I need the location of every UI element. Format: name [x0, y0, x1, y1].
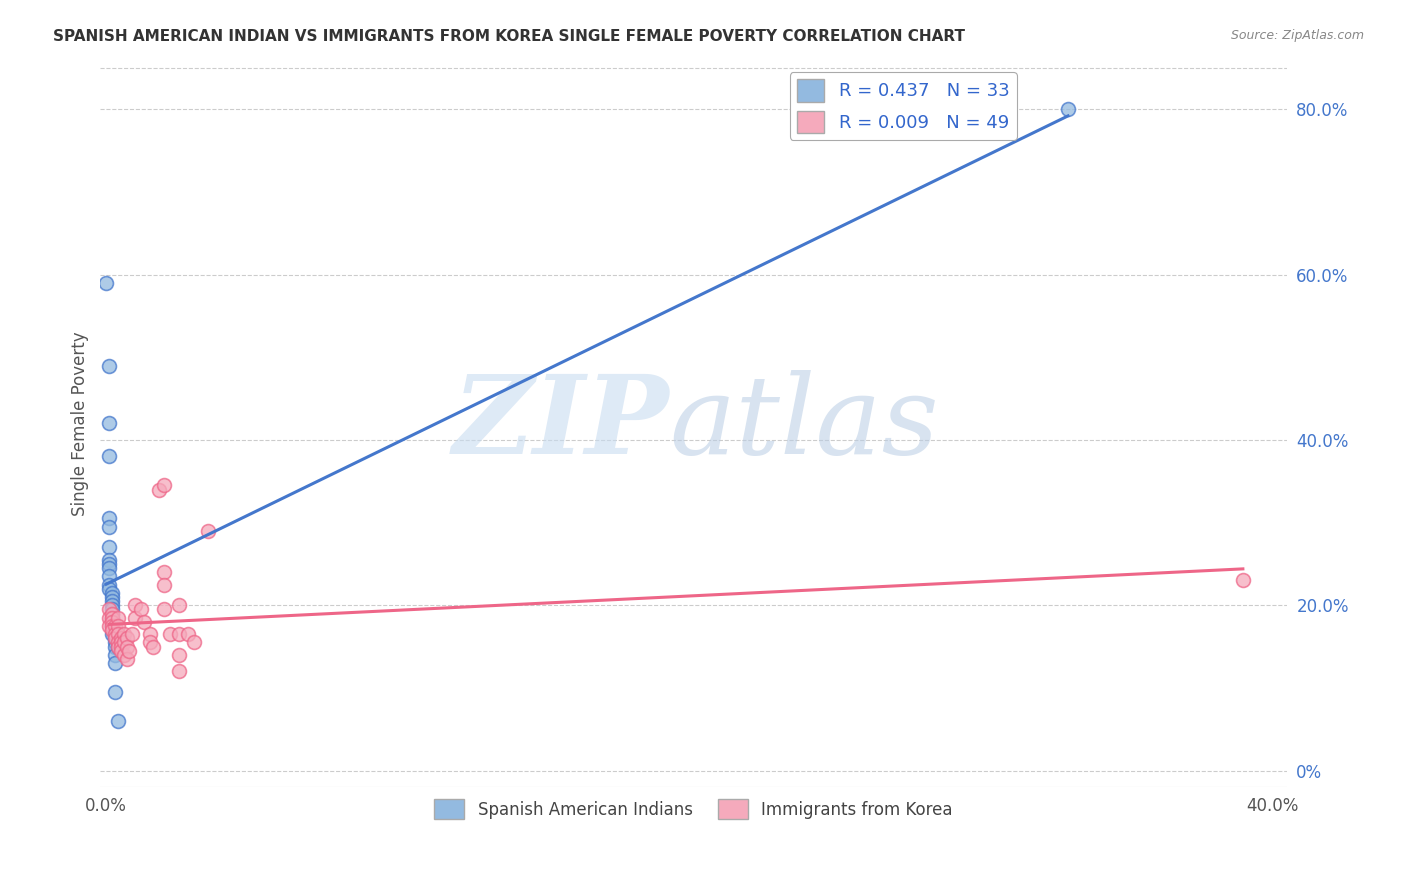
Point	[124, 599, 146, 613]
Y-axis label: Single Female Poverty: Single Female Poverty	[72, 331, 89, 516]
Point	[101, 607, 124, 621]
Point	[104, 632, 127, 646]
Point	[101, 599, 124, 613]
Point	[98, 359, 121, 373]
Point	[101, 615, 124, 629]
Point	[101, 623, 124, 637]
Point	[98, 619, 121, 633]
Point	[101, 602, 124, 616]
Point	[177, 627, 200, 641]
Point	[148, 483, 170, 497]
Point	[101, 594, 124, 608]
Point	[1232, 574, 1254, 588]
Point	[101, 615, 124, 629]
Text: SPANISH AMERICAN INDIAN VS IMMIGRANTS FROM KOREA SINGLE FEMALE POVERTY CORRELATI: SPANISH AMERICAN INDIAN VS IMMIGRANTS FR…	[53, 29, 966, 44]
Point	[197, 524, 219, 538]
Point	[98, 577, 121, 591]
Point	[110, 644, 132, 658]
Point	[110, 640, 132, 654]
Point	[112, 627, 135, 641]
Point	[104, 685, 127, 699]
Point	[132, 615, 155, 629]
Point	[167, 665, 190, 679]
Point	[101, 610, 124, 624]
Point	[167, 599, 190, 613]
Point	[101, 627, 124, 641]
Point	[101, 586, 124, 600]
Point	[129, 602, 152, 616]
Point	[104, 627, 127, 641]
Point	[101, 619, 124, 633]
Point	[153, 577, 176, 591]
Text: ZIP: ZIP	[453, 369, 669, 477]
Point	[104, 656, 127, 670]
Point	[121, 627, 143, 641]
Point	[1057, 102, 1080, 116]
Point	[153, 565, 176, 579]
Point	[115, 640, 138, 654]
Point	[124, 610, 146, 624]
Point	[110, 635, 132, 649]
Point	[98, 520, 121, 534]
Point	[139, 635, 162, 649]
Point	[98, 561, 121, 575]
Point	[104, 619, 127, 633]
Point	[139, 627, 162, 641]
Point	[98, 610, 121, 624]
Point	[107, 619, 129, 633]
Point	[107, 635, 129, 649]
Point	[167, 627, 190, 641]
Point	[101, 607, 124, 621]
Point	[107, 627, 129, 641]
Text: atlas: atlas	[669, 369, 939, 477]
Point	[98, 557, 121, 571]
Point	[98, 582, 121, 596]
Point	[104, 648, 127, 662]
Point	[112, 648, 135, 662]
Point	[98, 569, 121, 583]
Point	[183, 635, 205, 649]
Point	[167, 648, 190, 662]
Point	[107, 640, 129, 654]
Point	[115, 632, 138, 646]
Point	[101, 610, 124, 624]
Point	[101, 590, 124, 604]
Point	[101, 623, 124, 637]
Point	[104, 632, 127, 646]
Text: Source: ZipAtlas.com: Source: ZipAtlas.com	[1230, 29, 1364, 42]
Point	[96, 276, 118, 290]
Point	[104, 635, 127, 649]
Point	[115, 652, 138, 666]
Point	[112, 635, 135, 649]
Point	[98, 417, 121, 431]
Point	[98, 602, 121, 616]
Point	[107, 610, 129, 624]
Point	[110, 632, 132, 646]
Point	[159, 627, 181, 641]
Point	[153, 602, 176, 616]
Point	[107, 714, 129, 728]
Point	[98, 541, 121, 555]
Point	[98, 511, 121, 525]
Point	[98, 553, 121, 567]
Point	[104, 640, 127, 654]
Legend: Spanish American Indians, Immigrants from Korea: Spanish American Indians, Immigrants fro…	[427, 792, 959, 826]
Point	[153, 478, 176, 492]
Point	[142, 640, 165, 654]
Point	[118, 644, 141, 658]
Point	[101, 619, 124, 633]
Point	[107, 640, 129, 654]
Point	[98, 450, 121, 464]
